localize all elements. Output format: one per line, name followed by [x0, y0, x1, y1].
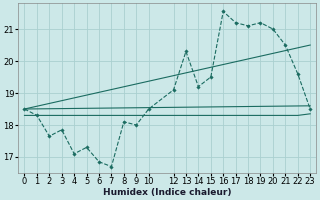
- X-axis label: Humidex (Indice chaleur): Humidex (Indice chaleur): [103, 188, 232, 197]
